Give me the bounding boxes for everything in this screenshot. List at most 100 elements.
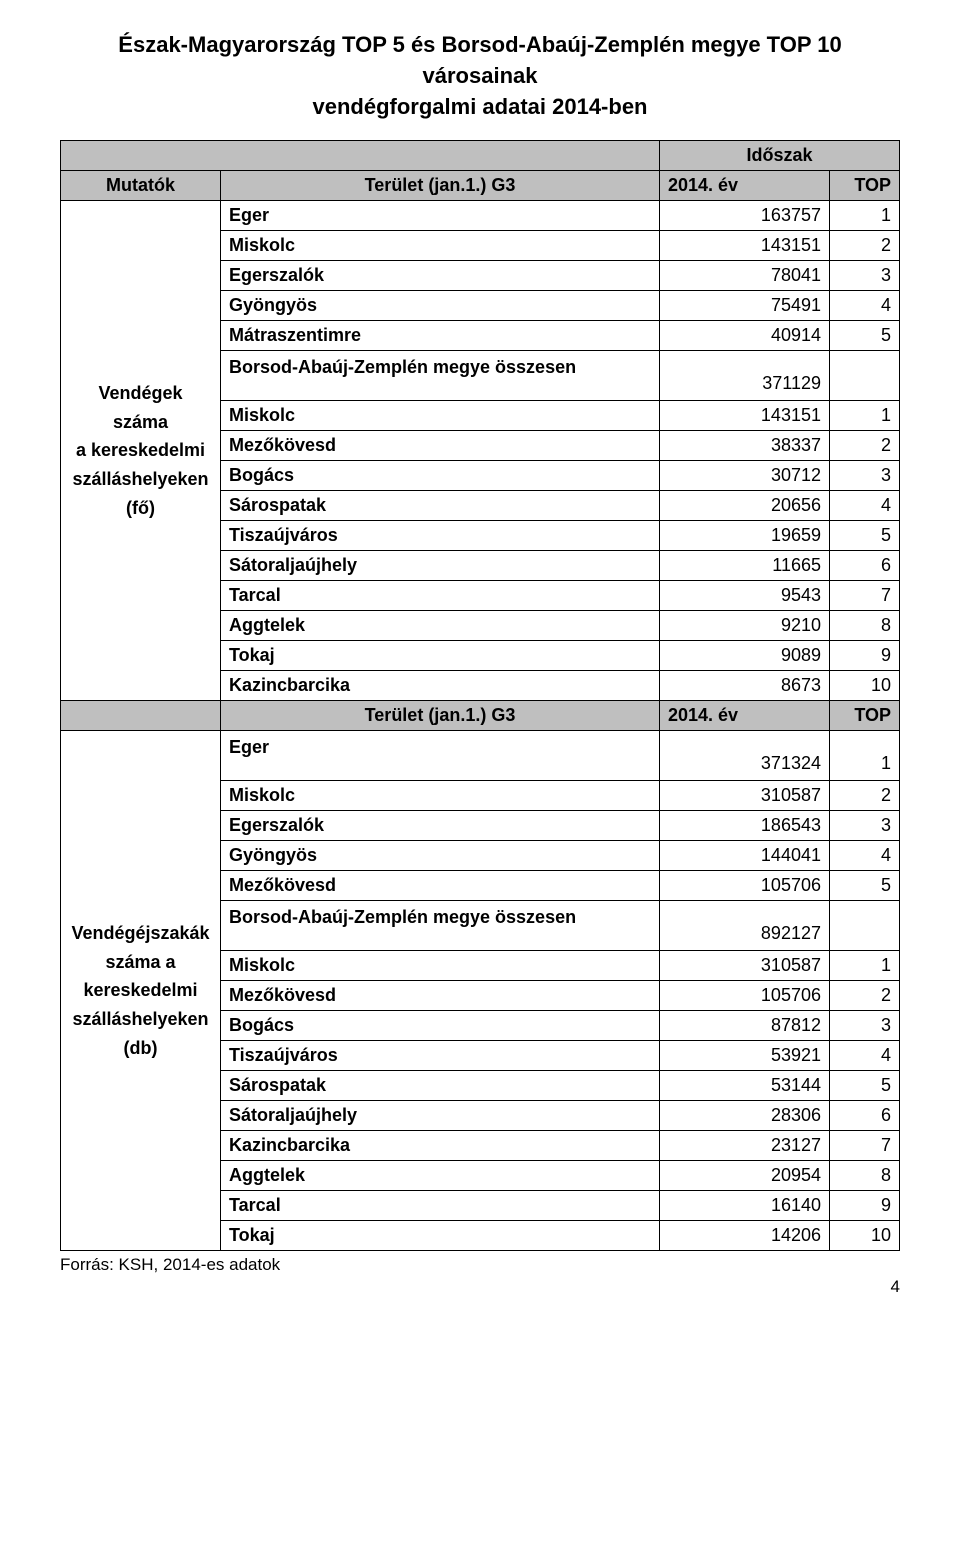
table-row-top: 1 [830, 401, 900, 431]
title-line-1: Észak-Magyarország TOP 5 és Borsod-Abaúj… [118, 32, 841, 88]
table-row-name: Miskolc [221, 781, 660, 811]
table-row-top: 3 [830, 461, 900, 491]
table-row-name: Tokaj [221, 641, 660, 671]
table-row-val: 310587 [660, 951, 830, 981]
page-number: 4 [60, 1277, 900, 1297]
table-row-name: Sárospatak [221, 1071, 660, 1101]
table-row-top: 4 [830, 491, 900, 521]
table-row-val: 53144 [660, 1071, 830, 1101]
table-row-val: 371324 [660, 731, 830, 781]
table-row-sum-val: 892127 [660, 901, 830, 951]
header-terulet: Terület (jan.1.) G3 [221, 171, 660, 201]
table-row-top: 3 [830, 811, 900, 841]
table-row-name: Mezőkövesd [221, 981, 660, 1011]
table-row-val: 20656 [660, 491, 830, 521]
table-row-val: 14206 [660, 1221, 830, 1251]
table-row-top: 10 [830, 1221, 900, 1251]
table-row-name: Tiszaújváros [221, 521, 660, 551]
mid-header-blank [61, 701, 221, 731]
table-row-top: 9 [830, 1191, 900, 1221]
source-note: Forrás: KSH, 2014-es adatok [60, 1255, 900, 1275]
category-1: Vendégek száma a kereskedelmi szálláshel… [61, 201, 221, 701]
table-row-top: 2 [830, 781, 900, 811]
mid-header-year: 2014. év [660, 701, 830, 731]
table-row-name: Tarcal [221, 1191, 660, 1221]
table-row-top: 3 [830, 1011, 900, 1041]
table-row-name: Mezőkövesd [221, 871, 660, 901]
table-row-top: 5 [830, 1071, 900, 1101]
header-top: TOP [830, 171, 900, 201]
table-row-val: 23127 [660, 1131, 830, 1161]
title-line-2: vendégforgalmi adatai 2014-ben [313, 94, 648, 119]
table-row-val: 9089 [660, 641, 830, 671]
data-table: Időszak Mutatók Terület (jan.1.) G3 2014… [60, 140, 900, 1251]
table-row-sum-val: 371129 [660, 351, 830, 401]
table-row-top: 4 [830, 841, 900, 871]
table-row-val: 19659 [660, 521, 830, 551]
table-row-val: 105706 [660, 871, 830, 901]
table-row-name: Egerszalók [221, 811, 660, 841]
table-row-top: 4 [830, 291, 900, 321]
table-row-top: 5 [830, 871, 900, 901]
header-idoszak: Időszak [660, 141, 900, 171]
table-row-top: 1 [830, 731, 900, 781]
table-row-val: 53921 [660, 1041, 830, 1071]
table-row-sum-top [830, 351, 900, 401]
table-row-val: 16140 [660, 1191, 830, 1221]
table-row-name: Gyöngyös [221, 291, 660, 321]
table-row-val: 20954 [660, 1161, 830, 1191]
table-row-name: Aggtelek [221, 611, 660, 641]
table-row-val: 310587 [660, 781, 830, 811]
table-row-val: 28306 [660, 1101, 830, 1131]
table-row-name: Miskolc [221, 951, 660, 981]
table-row-val: 30712 [660, 461, 830, 491]
table-row-top: 3 [830, 261, 900, 291]
table-row-val: 87812 [660, 1011, 830, 1041]
table-row-sum-name: Borsod-Abaúj-Zemplén megye összesen [221, 351, 660, 401]
header-year: 2014. év [660, 171, 830, 201]
table-row-top: 6 [830, 551, 900, 581]
table-row-val: 40914 [660, 321, 830, 351]
mid-header-terulet: Terület (jan.1.) G3 [221, 701, 660, 731]
table-row-top: 1 [830, 201, 900, 231]
table-row-val: 144041 [660, 841, 830, 871]
table-row-name: Tokaj [221, 1221, 660, 1251]
table-row-name: Egerszalók [221, 261, 660, 291]
table-row-val: 163757 [660, 201, 830, 231]
table-row-name: Gyöngyös [221, 841, 660, 871]
table-row-name: Bogács [221, 461, 660, 491]
table-row-name: Miskolc [221, 401, 660, 431]
table-row-val: 38337 [660, 431, 830, 461]
table-row-val: 78041 [660, 261, 830, 291]
table-row-val: 8673 [660, 671, 830, 701]
table-row-top: 8 [830, 1161, 900, 1191]
table-row-name: Sátoraljaújhely [221, 1101, 660, 1131]
mid-header-top: TOP [830, 701, 900, 731]
table-row-top: 2 [830, 431, 900, 461]
table-row-top: 5 [830, 321, 900, 351]
table-row-name: Eger [221, 201, 660, 231]
table-row-name: Kazincbarcika [221, 671, 660, 701]
table-row-top: 7 [830, 1131, 900, 1161]
table-row-val: 105706 [660, 981, 830, 1011]
table-row-name: Tiszaújváros [221, 1041, 660, 1071]
table-row-name: Sátoraljaújhely [221, 551, 660, 581]
table-row-top: 2 [830, 981, 900, 1011]
table-row-sum-top [830, 901, 900, 951]
page-title: Észak-Magyarország TOP 5 és Borsod-Abaúj… [60, 30, 900, 122]
table-row-val: 9543 [660, 581, 830, 611]
table-row-name: Kazincbarcika [221, 1131, 660, 1161]
table-row-val: 9210 [660, 611, 830, 641]
table-row-name: Tarcal [221, 581, 660, 611]
table-row-top: 5 [830, 521, 900, 551]
table-row-name: Sárospatak [221, 491, 660, 521]
table-row-top: 4 [830, 1041, 900, 1071]
table-row-top: 6 [830, 1101, 900, 1131]
header-mutatok: Mutatók [61, 171, 221, 201]
table-row-val: 186543 [660, 811, 830, 841]
table-row-val: 11665 [660, 551, 830, 581]
table-row-name: Bogács [221, 1011, 660, 1041]
table-row-name: Aggtelek [221, 1161, 660, 1191]
table-row-val: 143151 [660, 401, 830, 431]
table-row-top: 10 [830, 671, 900, 701]
